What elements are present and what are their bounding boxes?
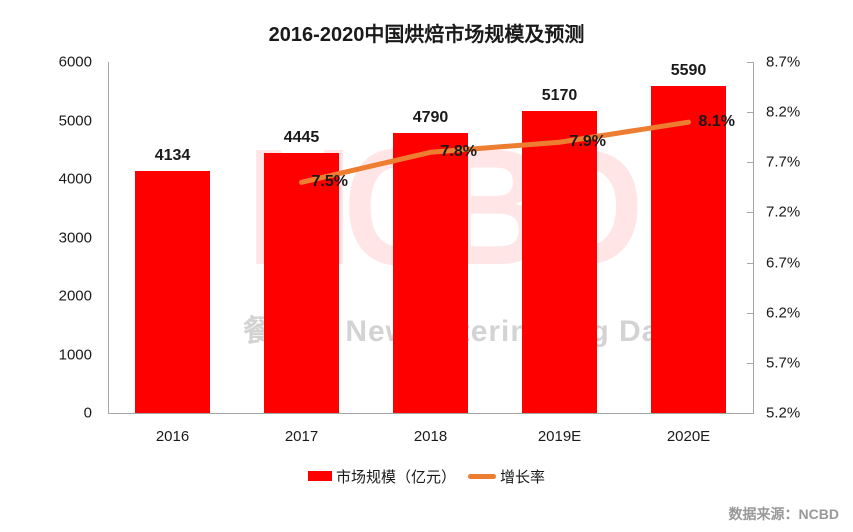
growth-rate-label: 7.8% — [440, 143, 477, 161]
y-right-tick-label: 5.2% — [766, 404, 801, 422]
legend-label: 市场规模（亿元） — [335, 468, 456, 486]
y-left-tick-label: 3000 — [58, 229, 92, 246]
y-right-tick-label: 6.2% — [766, 304, 801, 322]
y-left-tick-label: 4000 — [58, 170, 92, 188]
bar-value-label: 5170 — [541, 86, 578, 104]
legend-bar-swatch — [307, 471, 332, 481]
left-axis-line — [108, 62, 109, 413]
legend-line-swatch — [468, 473, 496, 479]
bar-2019e — [522, 110, 597, 413]
bar-value-label: 4790 — [412, 108, 449, 126]
growth-rate-label: 7.9% — [569, 133, 606, 151]
growth-rate-label: 8.1% — [698, 113, 735, 131]
y-right-tick-mark — [747, 62, 753, 63]
y-right-tick-mark — [747, 262, 753, 264]
bottom-axis-line — [108, 413, 754, 414]
x-axis-label: 2018 — [413, 428, 448, 445]
y-right-tick-mark — [747, 362, 753, 364]
y-right-tick-label: 8.2% — [766, 103, 801, 121]
bar-value-label: 4445 — [283, 128, 320, 146]
bar-2020e — [651, 85, 726, 413]
bar-2018 — [393, 132, 468, 413]
y-right-tick-mark — [747, 212, 753, 214]
y-left-tick-label: 1000 — [58, 346, 92, 363]
legend-label: 增长率 — [500, 468, 546, 486]
y-left-tick-label: 0 — [83, 404, 92, 422]
y-right-tick-label: 7.7% — [766, 153, 801, 171]
legend: 市场规模（亿元） 增长率 — [0, 463, 853, 489]
x-axis-label: 2016 — [155, 428, 190, 445]
x-axis-label: 2017 — [284, 428, 319, 445]
y-right-tick-label: 5.7% — [766, 354, 801, 372]
bar-2017 — [264, 152, 339, 413]
y-right-tick-label: 8.7% — [766, 53, 801, 71]
chart-title: 2016-2020中国烘焙市场规模及预测 — [268, 24, 585, 46]
bar-value-label: 5590 — [670, 61, 707, 79]
y-right-tick-mark — [747, 312, 753, 314]
data-source-note: 数据来源：NCBD — [728, 506, 839, 522]
y-right-tick-mark — [747, 112, 753, 114]
y-left-tick-label: 5000 — [58, 112, 92, 129]
y-left-tick-label: 2000 — [58, 287, 92, 305]
y-right-tick-mark — [747, 162, 753, 164]
bar-value-label: 4134 — [154, 147, 191, 165]
legend-item-market-size: 市场规模（亿元） — [307, 466, 456, 487]
x-axis-label: 2020E — [666, 428, 711, 445]
right-axis-line — [753, 62, 754, 413]
y-right-tick-label: 7.2% — [766, 203, 801, 221]
growth-rate-label: 7.5% — [311, 173, 348, 191]
legend-item-growth-rate: 增长率 — [468, 466, 545, 487]
y-left-tick-label: 6000 — [58, 53, 92, 71]
y-right-tick-label: 6.7% — [766, 254, 801, 272]
bar-2016 — [135, 171, 210, 413]
y-right-tick-mark — [747, 413, 753, 414]
x-axis-label: 2019E — [537, 428, 582, 445]
